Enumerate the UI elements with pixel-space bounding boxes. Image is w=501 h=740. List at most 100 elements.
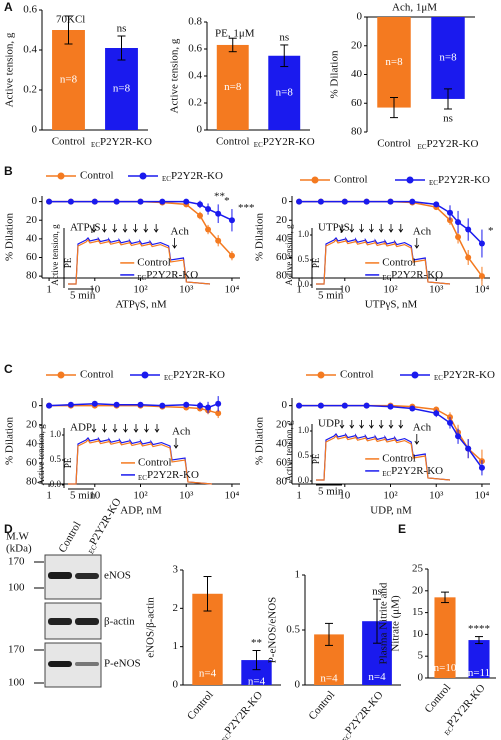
inset-trace xyxy=(68,438,213,485)
mw-label: 170 xyxy=(8,556,25,568)
inset-y-tick-label: 0.0 xyxy=(298,279,310,289)
data-point xyxy=(455,219,462,226)
significance: * xyxy=(488,225,494,237)
inset-arrow xyxy=(102,424,107,433)
significance: ns xyxy=(279,31,289,43)
x-tick-label: 10⁴ xyxy=(225,490,240,502)
inset-scale-label: 5 min xyxy=(318,486,344,498)
category-label: Control xyxy=(377,138,411,150)
series-line xyxy=(49,402,219,409)
data-point xyxy=(205,404,212,411)
inset-trace xyxy=(316,236,451,285)
inset-y-tick-label: 0.5 xyxy=(298,450,310,460)
category-label: ECP2Y2R-KO xyxy=(91,136,152,149)
y-tick-label: 0.6 xyxy=(23,4,37,16)
inset-arrow xyxy=(388,224,394,233)
category-label: Control xyxy=(52,136,86,148)
significance: ns xyxy=(443,113,453,125)
y-axis-label: % Dilation xyxy=(4,213,16,261)
category-label: ECP2Y2R-KO xyxy=(418,138,479,151)
inset-legend-label: Control xyxy=(138,456,172,468)
y-tick-label: 0.2 xyxy=(23,84,37,96)
x-tick-label: 10² xyxy=(383,284,398,296)
inset-drug: ATPγS xyxy=(70,222,101,234)
n-label: n=8 xyxy=(385,56,403,68)
data-point xyxy=(228,252,235,259)
blot-band xyxy=(48,618,72,625)
bar xyxy=(434,597,456,678)
data-point xyxy=(341,402,348,409)
inset-pe: PE xyxy=(311,257,321,268)
data-point xyxy=(341,198,348,205)
category-label: Control xyxy=(185,689,216,722)
y-tick-label: 60 xyxy=(26,457,38,469)
legend-label: ECP2Y2R-KO xyxy=(429,174,490,187)
y-axis-label: Active tension, g xyxy=(169,38,181,113)
inset-ach: Ach xyxy=(413,226,432,238)
data-point xyxy=(205,226,212,233)
y-tick-label: 20 xyxy=(276,418,288,430)
data-point xyxy=(296,402,303,409)
y-tick-label: 80 xyxy=(26,476,38,488)
y-tick-label: 10 xyxy=(412,628,424,640)
n-label: n=4 xyxy=(320,672,338,684)
n-label: n=4 xyxy=(248,676,266,688)
y-tick-label: 0.4 xyxy=(23,44,37,56)
inset-arrow xyxy=(144,424,149,433)
inset-y-label: Active tension, g xyxy=(36,424,46,486)
inset-trace xyxy=(68,436,213,485)
data-point xyxy=(478,464,485,471)
inset-drug: ADP xyxy=(70,422,92,434)
inset-arrow xyxy=(398,420,404,429)
inset-y-label: Active tension, g xyxy=(284,224,294,286)
bar xyxy=(268,55,301,130)
y-tick-label: 40 xyxy=(276,437,288,449)
x-tick-label: 1 xyxy=(46,284,52,296)
series-line xyxy=(49,404,219,415)
data-point xyxy=(205,206,212,213)
inset-y-label: Active tension, g xyxy=(284,420,294,482)
inset-arrow xyxy=(369,224,374,233)
data-point xyxy=(183,198,190,205)
y-tick-label: 0 xyxy=(32,195,38,207)
x-tick-label: 10³ xyxy=(429,284,444,296)
inset-drug: UTPγS xyxy=(318,222,350,234)
bar xyxy=(52,30,85,130)
data-point xyxy=(46,198,53,205)
y-tick-label: 40 xyxy=(26,232,38,244)
data-point xyxy=(317,402,324,409)
y-tick-label: 40 xyxy=(351,68,363,80)
panel-letter: C xyxy=(4,362,13,376)
inset-arrow xyxy=(133,424,139,433)
x-tick-label: 10³ xyxy=(179,284,194,296)
inset-ach: Ach xyxy=(172,426,191,438)
inset-y-tick-label: 0.0 xyxy=(50,479,62,489)
data-point xyxy=(465,445,472,452)
y-axis-label: Plasma Nitrite and xyxy=(378,582,390,664)
y-tick-label: 0 xyxy=(32,399,38,411)
inset-arrow xyxy=(339,420,345,429)
x-tick-label: 10 xyxy=(89,490,101,502)
legend-label: Control xyxy=(340,369,374,381)
data-point xyxy=(387,198,394,205)
inset-arrow xyxy=(414,434,420,445)
data-point xyxy=(67,401,74,408)
data-point xyxy=(433,201,440,208)
inset-arrow xyxy=(359,224,364,233)
inset-arrow xyxy=(398,224,404,233)
mw-title: (kDa) xyxy=(6,543,32,555)
chart-title: 70KCl xyxy=(56,14,85,26)
legend-marker xyxy=(311,176,319,184)
x-tick-label: 10² xyxy=(133,284,148,296)
data-point xyxy=(409,405,416,412)
y-tick-label: 80 xyxy=(276,476,288,488)
bar xyxy=(377,17,411,108)
inset-legend-label: ECP2Y2R-KO xyxy=(138,468,199,481)
y-tick-label: 0.8 xyxy=(188,16,202,28)
blot-band xyxy=(75,573,99,579)
n-label: n=10 xyxy=(434,662,457,674)
data-point xyxy=(446,419,453,426)
panel-letter: E xyxy=(398,522,406,536)
inset-trace xyxy=(68,236,211,285)
